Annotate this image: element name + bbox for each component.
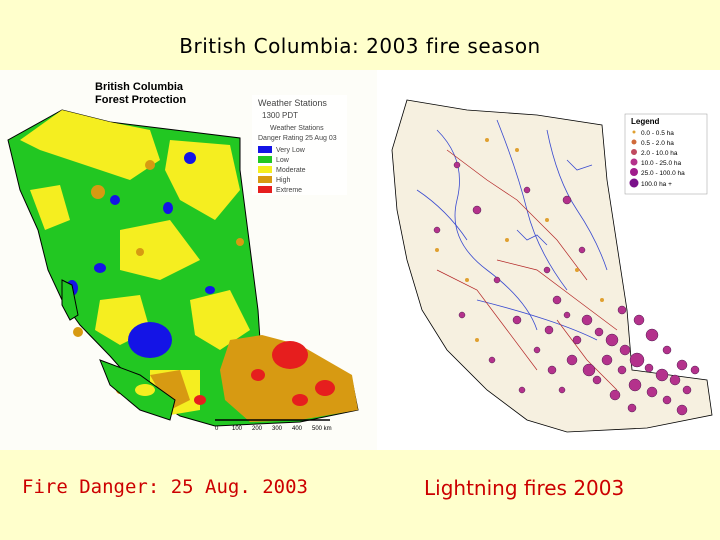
fire-legend-item-1: 0.5 - 2.0 ha (641, 140, 674, 147)
svg-text:0: 0 (215, 426, 219, 432)
danger-legend: Very Low Low Moderate High Extreme (258, 146, 306, 194)
lightning-fires-map: Legend 0.0 - 0.5 ha 0.5 - 2.0 ha 2.0 - 1… (377, 70, 720, 450)
haida-gwaii (61, 279, 79, 321)
fire-legend-item-0: 0.0 - 0.5 ha (641, 130, 674, 137)
svg-text:500 km: 500 km (312, 426, 332, 432)
legend-label-1: Low (276, 157, 290, 164)
legend-stations-title: Weather Stations (258, 98, 327, 108)
slide-title: British Columbia: 2003 fire season (179, 34, 541, 58)
fire-legend-item-2: 2.0 - 10.0 ha (641, 150, 678, 157)
fire-size-legend: Legend 0.0 - 0.5 ha 0.5 - 2.0 ha 2.0 - 1… (624, 113, 708, 195)
fire-legend-title: Legend (631, 117, 660, 126)
lightning-fires-caption: Lightning fires 2003 (424, 476, 625, 500)
legend-label-2: Moderate (276, 167, 306, 174)
fire-danger-caption: Fire Danger: 25 Aug. 2003 (22, 476, 308, 498)
province-shape (391, 99, 713, 433)
fire-cluster (533, 295, 700, 416)
svg-text:400: 400 (292, 426, 303, 432)
map-header-line2: Forest Protection (95, 94, 186, 106)
svg-text:200: 200 (252, 426, 263, 432)
fire-legend-item-3: 10.0 - 25.0 ha (641, 160, 681, 167)
fire-legend-item-5: 100.0 ha + (641, 181, 672, 188)
legend-label-4: Extreme (276, 187, 302, 194)
legend-label-3: High (276, 177, 291, 184)
scale-bar: 0 100 200 300 400 500 km (215, 419, 332, 432)
legend-label-0: Very Low (276, 147, 306, 154)
svg-text:300: 300 (272, 426, 283, 432)
fire-danger-map: British Columbia Forest Protection Weath… (0, 70, 377, 450)
legend-rating-title: Danger Rating 25 Aug 03 (258, 135, 337, 142)
fire-legend-item-4: 25.0 - 100.0 ha (641, 170, 685, 177)
svg-text:100: 100 (232, 426, 243, 432)
map-header-line1: British Columbia (95, 81, 184, 93)
legend-stations-symbol: Weather Stations (270, 125, 324, 132)
legend-stations-time: 1300 PDT (262, 111, 298, 120)
